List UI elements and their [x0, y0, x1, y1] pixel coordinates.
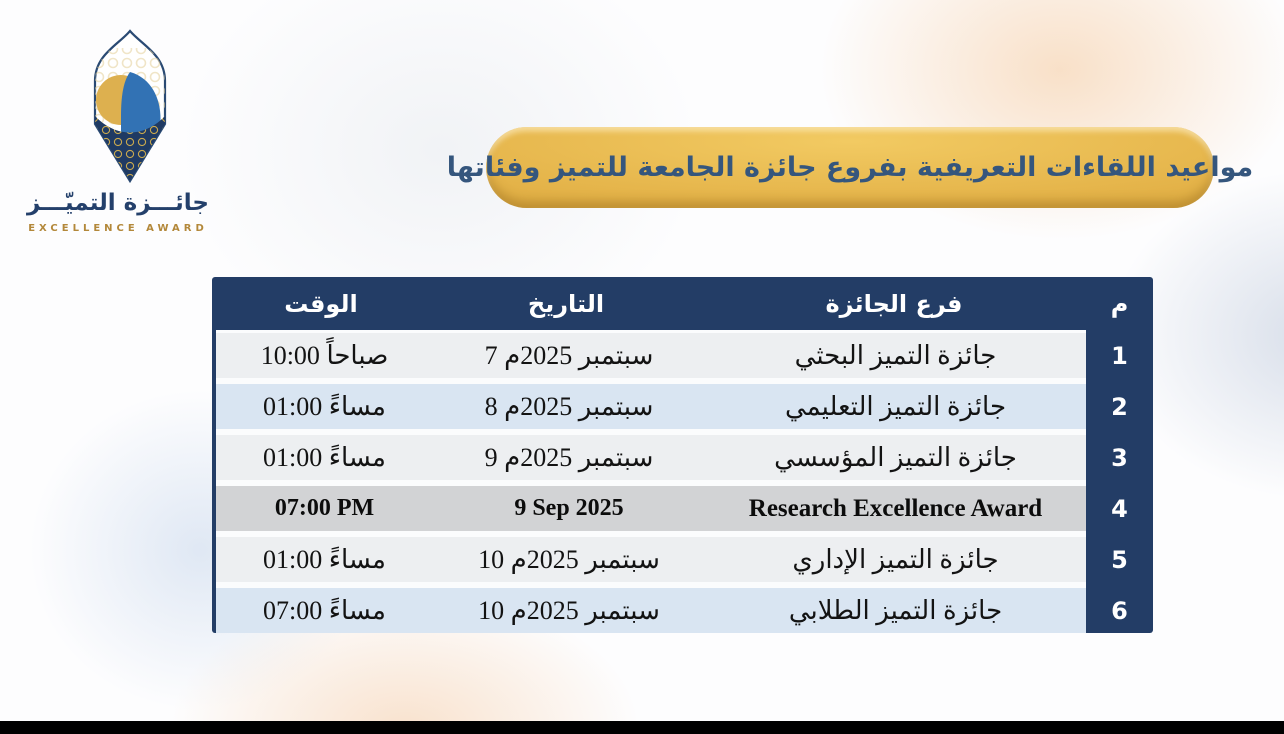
date-cell: 10 سبتمبر 2025م — [478, 544, 660, 574]
table-row: جائزة التميز الطلابي 10 سبتمبر 2025م 07:… — [216, 588, 1086, 633]
bottom-black-bar — [0, 721, 1284, 734]
table-body: جائزة التميز البحثي 7 سبتمبر 2025م 10:00… — [216, 330, 1086, 633]
table-row: جائزة التميز المؤسسي 9 سبتمبر 2025م 01:0… — [216, 435, 1086, 480]
row-number-column: 1 2 3 4 5 6 — [1086, 330, 1153, 628]
time-cell: 01:00 مساءً — [262, 391, 386, 421]
header-date: التاريخ — [527, 289, 605, 318]
branch-cell: جائزة التميز الإداري — [792, 544, 999, 574]
row-number: 6 — [1111, 596, 1128, 625]
row-number: 4 — [1111, 494, 1128, 523]
date-cell: 9 سبتمبر 2025م — [484, 442, 654, 472]
award-arch-icon — [93, 29, 167, 184]
table-row: جائزة التميز الإداري 10 سبتمبر 2025م 01:… — [216, 537, 1086, 582]
table-row: Research Excellence Award 9 Sep 2025 07:… — [216, 486, 1086, 531]
table-row: جائزة التميز التعليمي 8 سبتمبر 2025م 01:… — [216, 384, 1086, 429]
page-title: مواعيد اللقاءات التعريفية بفروع جائزة ال… — [446, 152, 1254, 183]
row-number: 2 — [1111, 392, 1128, 421]
branch-cell: Research Excellence Award — [748, 494, 1043, 522]
table-row: جائزة التميز البحثي 7 سبتمبر 2025م 10:00… — [216, 333, 1086, 378]
branch-cell: جائزة التميز الطلابي — [788, 595, 1003, 625]
schedule-table: م فرع الجائزة التاريخ الوقت جائزة التميز… — [212, 277, 1153, 633]
branch-cell: جائزة التميز المؤسسي — [774, 442, 1017, 472]
time-cell: 10:00 صباحاً — [260, 340, 389, 370]
logo-english-name: EXCELLENCE AWARD — [28, 223, 208, 234]
branch-cell: جائزة التميز التعليمي — [784, 391, 1007, 421]
row-number: 3 — [1111, 443, 1128, 472]
header-number: م — [1110, 289, 1129, 318]
date-cell: 8 سبتمبر 2025م — [484, 391, 654, 421]
row-number: 5 — [1111, 545, 1128, 574]
time-cell: 01:00 مساءً — [262, 544, 386, 574]
title-banner: مواعيد اللقاءات التعريفية بفروع جائزة ال… — [447, 127, 1253, 208]
time-cell: 07:00 PM — [274, 495, 375, 521]
date-cell: 10 سبتمبر 2025م — [478, 595, 660, 625]
table-header-row: م فرع الجائزة التاريخ الوقت — [212, 277, 1153, 330]
header-time: الوقت — [284, 289, 358, 318]
date-cell: 7 سبتمبر 2025م — [484, 340, 654, 370]
time-cell: 07:00 مساءً — [262, 595, 386, 625]
date-cell: 9 Sep 2025 — [514, 495, 624, 521]
branch-cell: جائزة التميز البحثي — [794, 340, 997, 370]
time-cell: 01:00 مساءً — [262, 442, 386, 472]
header-branch: فرع الجائزة — [825, 289, 963, 318]
logo-arabic-name: جائـــزة التميّـــز — [27, 190, 209, 216]
row-number: 1 — [1111, 341, 1128, 370]
